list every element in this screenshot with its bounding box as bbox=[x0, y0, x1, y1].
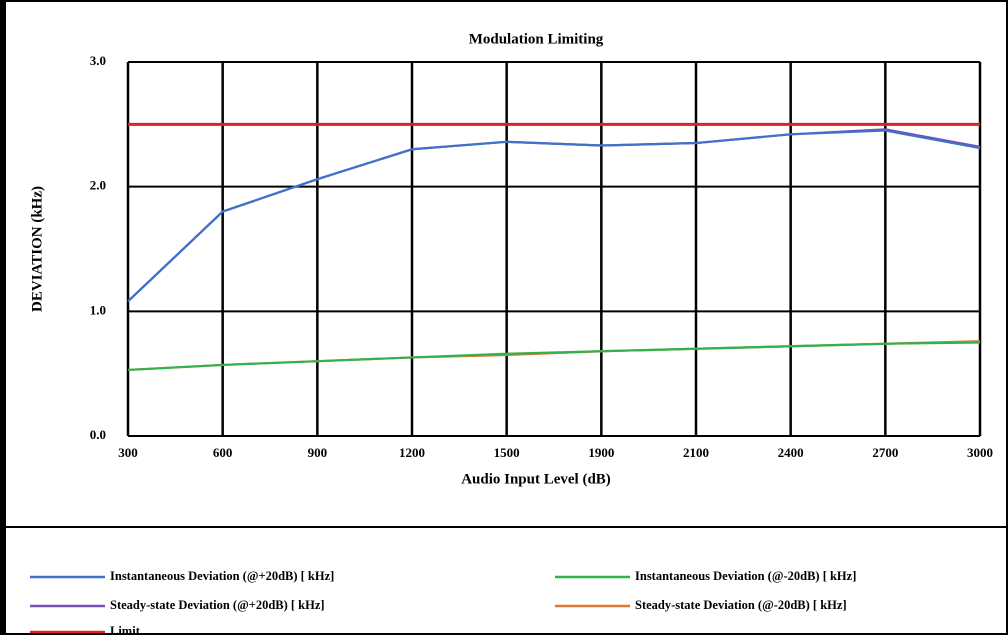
series-line bbox=[127, 129, 981, 303]
x-tick-label: 900 bbox=[308, 445, 328, 460]
y-tick-label: 0.0 bbox=[90, 427, 106, 442]
x-tick-label: 2700 bbox=[872, 445, 898, 460]
x-tick-label: 2400 bbox=[778, 445, 804, 460]
x-tick-label: 300 bbox=[118, 445, 138, 460]
legend-label: Steady-state Deviation (@-20dB) [ kHz] bbox=[635, 598, 847, 612]
y-tick-label: 1.0 bbox=[90, 302, 106, 317]
x-tick-label: 1900 bbox=[588, 445, 614, 460]
chart-title: Modulation Limiting bbox=[469, 31, 604, 47]
legend-label: Instantaneous Deviation (@-20dB) [ kHz] bbox=[635, 569, 856, 583]
y-axis-label: DEVIATION (kHz) bbox=[29, 186, 45, 312]
x-tick-label: 600 bbox=[213, 445, 233, 460]
x-tick-label: 1500 bbox=[494, 445, 520, 460]
legend-label: Instantaneous Deviation (@+20dB) [ kHz] bbox=[110, 569, 334, 583]
legend-label: Limit bbox=[110, 624, 141, 635]
x-tick-label: 3000 bbox=[967, 445, 993, 460]
series-line bbox=[127, 341, 981, 372]
x-tick-label: 1200 bbox=[399, 445, 425, 460]
x-axis-label: Audio Input Level (dB) bbox=[461, 471, 611, 487]
legend-label: Steady-state Deviation (@+20dB) [ kHz] bbox=[110, 598, 325, 612]
y-tick-label: 3.0 bbox=[90, 53, 106, 68]
x-tick-label: 2100 bbox=[683, 445, 709, 460]
y-tick-label: 2.0 bbox=[90, 178, 106, 193]
